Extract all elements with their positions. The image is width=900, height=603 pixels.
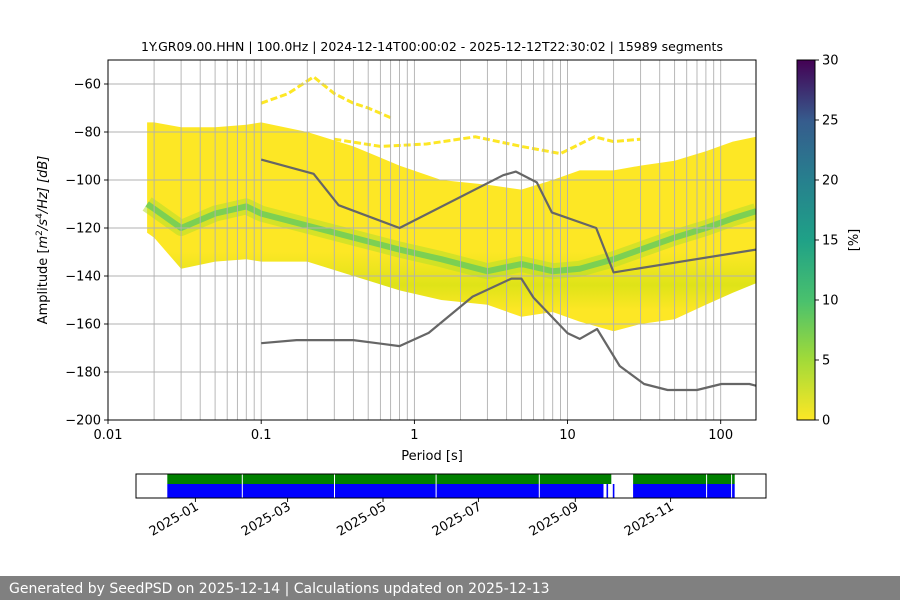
x-tick-label-1: 0.1: [251, 428, 272, 443]
colorbar-tick-label-5: 25: [822, 114, 839, 129]
y-tick-label-2: −160: [65, 318, 101, 333]
colorbar-tick-label-3: 15: [822, 234, 839, 249]
psd-outlier-trace-0: [260, 74, 392, 119]
timeline-frame: [135, 473, 767, 499]
y-label-exp-2: 2: [35, 230, 45, 236]
y-tick-label-4: −120: [65, 222, 101, 237]
chart-title: 1Y.GR09.00.HHN | 100.0Hz | 2024-12-14T00…: [141, 39, 723, 54]
availability-segment-1: [633, 474, 735, 484]
processed-segment-0: [167, 484, 604, 498]
availability-segment-0: [167, 474, 612, 484]
footer-banner: Generated by SeedPSD on 2025-12-14 | Cal…: [0, 576, 900, 600]
y-tick-label-0: −200: [65, 414, 101, 429]
noise-model-curves: [260, 158, 756, 392]
x-axis-ticks: 0.01 0.1 1 10 100: [94, 420, 733, 443]
plot-frame: [107, 59, 757, 421]
y-label-unit-s: s: [36, 219, 51, 226]
y-label-part-a: Amplitude [: [36, 248, 51, 324]
processed-segment-1: [606, 484, 609, 498]
timeline-tick-label-2: 2025-05: [334, 499, 389, 539]
x-tick-label-3: 10: [559, 428, 576, 443]
colorbar-tick-label-6: 30: [822, 54, 839, 69]
y-tick-label-3: −140: [65, 270, 101, 285]
processed-segment-3: [633, 484, 735, 498]
y-tick-label-7: −60: [74, 78, 101, 93]
colorbar-gradient: [796, 59, 816, 421]
psd-outlier-trace-1: [334, 135, 641, 156]
x-tick-label-0: 0.01: [94, 428, 123, 443]
grid-lines: [108, 60, 756, 420]
timeline-tick-label-0: 2025-01: [147, 499, 202, 539]
y-axis-label: Amplitude [m2/s4/Hz] [dB]: [35, 156, 51, 325]
x-tick-label-4: 100: [708, 428, 733, 443]
colorbar-tick-label-1: 5: [822, 354, 830, 369]
colorbar: 0 5 10 15 20 25 30 [%]: [796, 54, 862, 429]
timeline-bars: [167, 474, 735, 498]
y-axis-ticks: −200 −180 −160 −140 −120 −100 −80 −60: [65, 78, 108, 429]
colorbar-ticks: 0 5 10 15 20 25 30: [815, 54, 839, 429]
y-tick-label-6: −80: [74, 126, 101, 141]
x-tick-label-2: 1: [410, 428, 418, 443]
colorbar-tick-label-4: 20: [822, 174, 839, 189]
psd-plot: 0.01 0.1 1 10 100 −200 −180 −160 −140 −120 −100 −8…: [35, 59, 757, 464]
processed-segment-2: [612, 484, 615, 498]
y-label-part-rest: /Hz] [dB]: [36, 156, 51, 215]
x-axis-label: Period [s]: [401, 449, 463, 464]
nlnm-curve: [261, 277, 756, 392]
colorbar-tick-label-2: 10: [822, 294, 839, 309]
y-tick-label-1: −180: [65, 366, 101, 381]
psd-mode-band-inner: [145, 201, 756, 275]
timeline-tick-label-1: 2025-03: [239, 499, 294, 539]
y-label-exp-4: 4: [35, 213, 45, 219]
availability-timeline: 2025-01 2025-03 2025-05 2025-07 2025-09 2025-…: [135, 473, 767, 540]
colorbar-tick-label-0: 0: [822, 414, 830, 429]
y-label-slash: /: [36, 224, 51, 231]
psd-density-envelope: [147, 122, 756, 332]
timeline-date-ticks: 2025-01 2025-03 2025-05 2025-07 2025-09 2025-…: [147, 498, 677, 540]
nhnm-curve: [260, 158, 756, 274]
psd-density-layer: [142, 74, 756, 332]
y-tick-label-5: −100: [65, 174, 101, 189]
colorbar-label: [%]: [847, 229, 862, 252]
timeline-tick-label-4: 2025-09: [527, 499, 582, 539]
timeline-tick-label-5: 2025-11: [622, 499, 677, 539]
timeline-tick-label-3: 2025-07: [430, 499, 485, 539]
y-label-unit-m: m: [36, 236, 51, 249]
